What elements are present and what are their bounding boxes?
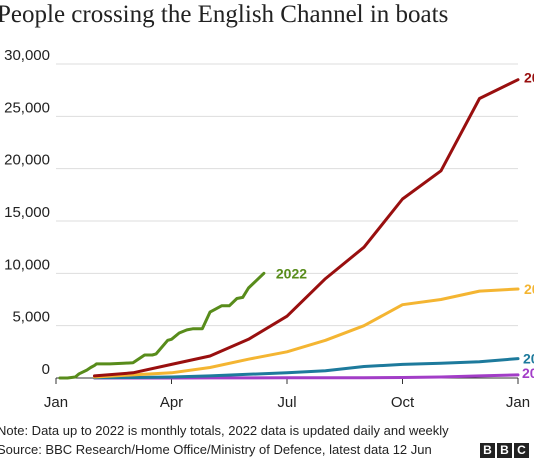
- series-label-2022: 2022: [276, 265, 307, 281]
- x-tick-label: Jul: [277, 394, 296, 411]
- series-label-2019: 2019: [523, 351, 534, 367]
- x-tick-label: Jan: [44, 394, 68, 411]
- y-tick-label: 10,000: [4, 256, 50, 273]
- y-tick-label: 25,000: [4, 99, 50, 116]
- series-line-2020: [93, 287, 520, 379]
- bbc-logo: B B C: [480, 443, 529, 458]
- y-tick-label: 20,000: [4, 152, 50, 169]
- x-tick-label: Oct: [391, 394, 415, 411]
- series-labels: 20182019 2020 2021 2022: [276, 70, 534, 381]
- chart-note: Note: Data up to 2022 is monthly totals,…: [0, 423, 449, 438]
- series-line-2019: [93, 357, 520, 380]
- gridlines: [56, 63, 518, 327]
- bbc-logo-letter: B: [497, 443, 512, 458]
- chart-title: People crossing the English Channel in b…: [0, 1, 449, 28]
- y-tick-label: 15,000: [4, 204, 50, 221]
- y-axis-tick-labels: 0 5,000 10,000 15,000 20,000 25,000 30,000: [4, 47, 50, 378]
- bbc-logo-letter: C: [514, 443, 529, 458]
- series-label-2021: 2021: [524, 70, 534, 86]
- chart-source: Source: BBC Research/Home Office/Ministr…: [0, 442, 432, 457]
- y-tick-label: 0: [42, 361, 50, 378]
- series-label-2018: 2018: [522, 365, 534, 381]
- series-lines: [58, 78, 520, 380]
- series-line-2022: [58, 271, 266, 380]
- x-axis-ticks: Jan Apr Jul Oct Jan: [44, 378, 530, 411]
- line-chart: 0 5,000 10,000 15,000 20,000 25,000 30,000 Jan…: [4, 47, 534, 411]
- series-line-2021: [93, 78, 520, 378]
- y-tick-label: 5,000: [12, 309, 50, 326]
- y-tick-label: 30,000: [4, 47, 50, 64]
- x-tick-label: Apr: [160, 394, 183, 411]
- x-tick-label: Jan: [506, 394, 530, 411]
- bbc-logo-letter: B: [480, 443, 495, 458]
- series-label-2020: 2020: [524, 281, 534, 297]
